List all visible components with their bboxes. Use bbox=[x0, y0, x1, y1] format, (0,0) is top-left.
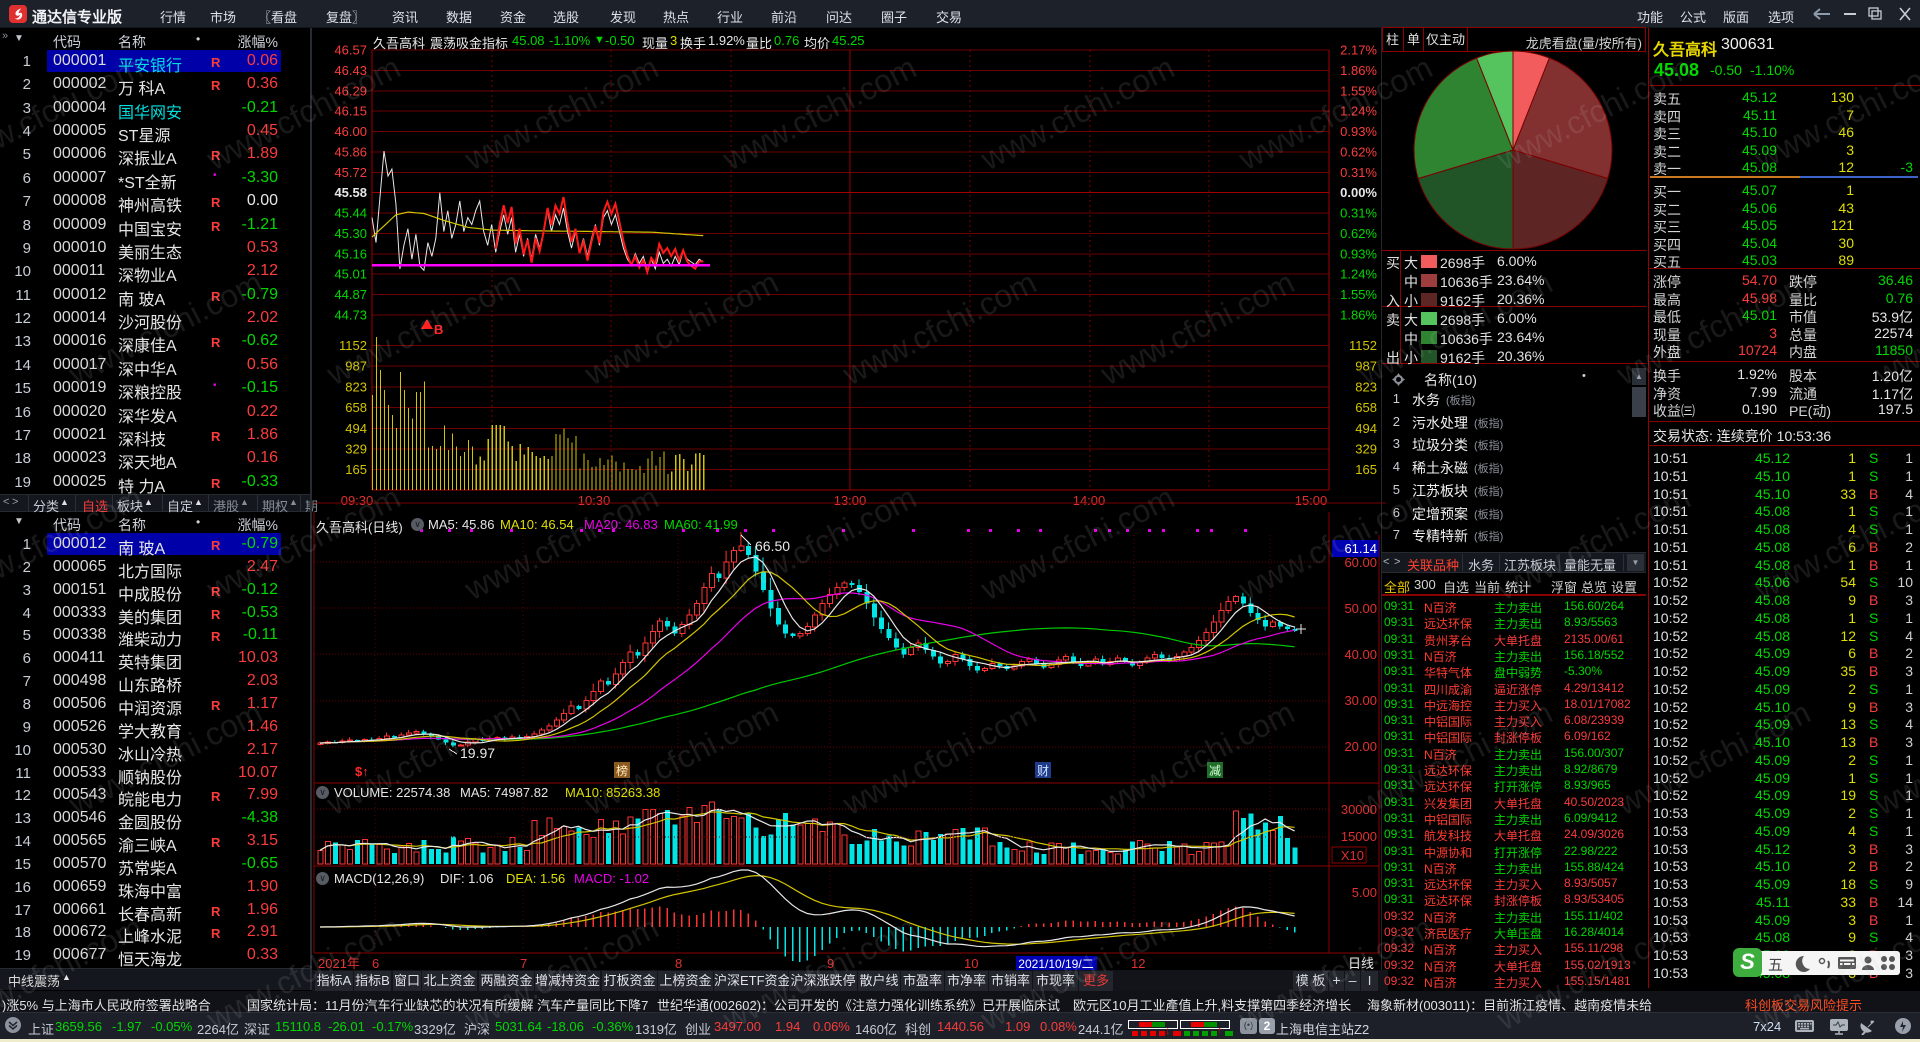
svg-text:46.29: 46.29 bbox=[334, 83, 367, 98]
svg-text:19.97: 19.97 bbox=[460, 745, 495, 761]
svg-text:0.62%: 0.62% bbox=[1340, 144, 1377, 159]
svg-text:1152: 1152 bbox=[339, 338, 367, 353]
svg-text:165: 165 bbox=[1355, 462, 1377, 477]
svg-text:0.62%: 0.62% bbox=[1340, 226, 1377, 241]
svg-text:46.57: 46.57 bbox=[334, 43, 367, 58]
svg-text:987: 987 bbox=[345, 359, 367, 374]
svg-text:658: 658 bbox=[345, 400, 367, 415]
svg-text:$↑: $↑ bbox=[355, 764, 369, 779]
svg-text:日线: 日线 bbox=[1348, 956, 1374, 971]
svg-text:44.87: 44.87 bbox=[334, 287, 367, 302]
svg-text:0.31%: 0.31% bbox=[1340, 206, 1377, 221]
svg-text:50.00: 50.00 bbox=[1344, 601, 1377, 616]
svg-text:60.00: 60.00 bbox=[1344, 555, 1377, 570]
svg-text:1.86%: 1.86% bbox=[1340, 63, 1377, 78]
svg-text:45.16: 45.16 bbox=[334, 246, 367, 261]
svg-text:46.43: 46.43 bbox=[334, 63, 367, 78]
svg-text:329: 329 bbox=[345, 442, 367, 457]
svg-text:5.00: 5.00 bbox=[1352, 885, 1377, 900]
svg-text:165: 165 bbox=[345, 462, 367, 477]
svg-text:8: 8 bbox=[675, 956, 682, 971]
svg-text:1.24%: 1.24% bbox=[1340, 104, 1377, 119]
svg-text:15:00: 15:00 bbox=[1295, 493, 1328, 508]
svg-text:X10: X10 bbox=[1341, 848, 1364, 863]
svg-text:823: 823 bbox=[345, 379, 367, 394]
svg-text:13:00: 13:00 bbox=[834, 493, 867, 508]
svg-text:12: 12 bbox=[1131, 956, 1145, 971]
svg-text:B: B bbox=[434, 322, 443, 337]
svg-text:0.31%: 0.31% bbox=[1340, 165, 1377, 180]
svg-text:减: 减 bbox=[1209, 764, 1221, 778]
svg-text:45.72: 45.72 bbox=[334, 165, 367, 180]
svg-text:987: 987 bbox=[1355, 359, 1377, 374]
svg-text:61.14: 61.14 bbox=[1344, 541, 1377, 556]
svg-text:494: 494 bbox=[1355, 421, 1377, 436]
svg-text:2.17%: 2.17% bbox=[1340, 43, 1377, 58]
svg-text:46.00: 46.00 bbox=[334, 124, 367, 139]
svg-text:44.73: 44.73 bbox=[334, 307, 367, 322]
svg-text:1.55%: 1.55% bbox=[1340, 83, 1377, 98]
svg-text:45.44: 45.44 bbox=[334, 206, 367, 221]
svg-text:榜: 榜 bbox=[616, 763, 628, 778]
svg-text:0.00%: 0.00% bbox=[1340, 185, 1377, 200]
svg-text:658: 658 bbox=[1355, 400, 1377, 415]
svg-text:20.00: 20.00 bbox=[1344, 739, 1377, 754]
svg-text:494: 494 bbox=[345, 421, 367, 436]
svg-text:0.93%: 0.93% bbox=[1340, 124, 1377, 139]
svg-text:2021年: 2021年 bbox=[318, 956, 360, 971]
svg-text:09:30: 09:30 bbox=[341, 493, 374, 508]
svg-text:1.86%: 1.86% bbox=[1340, 307, 1377, 322]
svg-text:1.55%: 1.55% bbox=[1340, 287, 1377, 302]
svg-text:30.00: 30.00 bbox=[1344, 693, 1377, 708]
svg-text:45.86: 45.86 bbox=[334, 144, 367, 159]
svg-text:10:30: 10:30 bbox=[578, 493, 611, 508]
svg-text:45.58: 45.58 bbox=[334, 185, 367, 200]
svg-text:46.15: 46.15 bbox=[334, 104, 367, 119]
svg-text:9: 9 bbox=[827, 956, 834, 971]
svg-text:财: 财 bbox=[1037, 764, 1049, 778]
svg-text:45.30: 45.30 bbox=[334, 226, 367, 241]
svg-text:14:00: 14:00 bbox=[1073, 493, 1106, 508]
svg-text:823: 823 bbox=[1355, 379, 1377, 394]
svg-text:6: 6 bbox=[372, 956, 379, 971]
svg-text:0.93%: 0.93% bbox=[1340, 246, 1377, 261]
svg-text:1152: 1152 bbox=[1349, 338, 1377, 353]
svg-text:329: 329 bbox=[1355, 442, 1377, 457]
svg-text:1.24%: 1.24% bbox=[1340, 267, 1377, 282]
svg-text:15000: 15000 bbox=[1341, 829, 1377, 844]
svg-text:2021/10/19/二: 2021/10/19/二 bbox=[1018, 957, 1093, 971]
svg-text:30000: 30000 bbox=[1341, 802, 1377, 817]
svg-text:40.00: 40.00 bbox=[1344, 647, 1377, 662]
svg-text:7: 7 bbox=[520, 956, 527, 971]
svg-text:10: 10 bbox=[964, 956, 978, 971]
svg-text:45.01: 45.01 bbox=[334, 267, 367, 282]
svg-text:66.50: 66.50 bbox=[755, 538, 790, 554]
